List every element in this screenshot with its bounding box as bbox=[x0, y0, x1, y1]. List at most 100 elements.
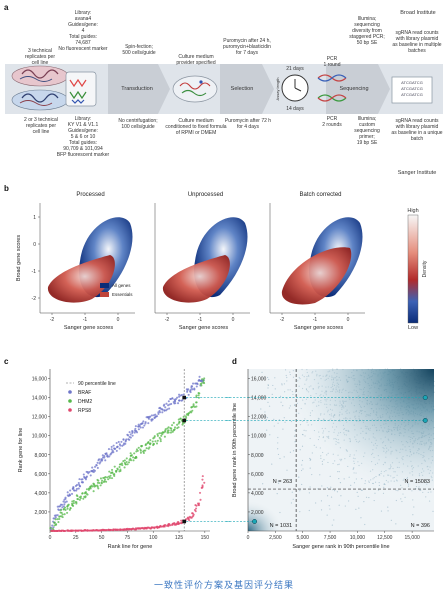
d-y-tick-label: 10,000 bbox=[251, 434, 267, 440]
legend-essentials-label: Essentials bbox=[112, 292, 133, 297]
c-x-axis-label: Rank line for gene bbox=[108, 544, 153, 550]
c-point-dhm2 bbox=[190, 411, 193, 414]
density-colorbar bbox=[407, 214, 419, 324]
c-point-dhm2 bbox=[61, 516, 64, 519]
c-point-dhm2 bbox=[176, 423, 179, 426]
c-point-braf bbox=[164, 406, 167, 409]
c-point-braf bbox=[133, 431, 136, 434]
x-tick-label: -2 bbox=[50, 317, 55, 323]
d-x-tick-label: 10,000 bbox=[350, 535, 366, 541]
c-point-braf bbox=[94, 465, 97, 468]
c-point-dhm2 bbox=[185, 416, 188, 419]
c-point-rps8 bbox=[80, 529, 83, 532]
selection-label: Selection bbox=[230, 86, 254, 92]
c-point-dhm2 bbox=[123, 466, 126, 469]
c-point-dhm2 bbox=[64, 508, 67, 511]
c-point-rps8 bbox=[195, 507, 198, 510]
c-point-dhm2 bbox=[139, 451, 142, 454]
c-point-dhm2 bbox=[161, 433, 164, 436]
c-point-dhm2 bbox=[158, 432, 161, 435]
d-y-tick-label: 14,000 bbox=[251, 396, 267, 402]
c-point-braf bbox=[129, 436, 132, 439]
d-x-tick-label: 12,500 bbox=[377, 535, 393, 541]
c-legend-dhm2-swatch bbox=[68, 399, 72, 403]
c-point-braf bbox=[128, 431, 131, 434]
c-point-dhm2 bbox=[82, 497, 85, 500]
c-point-dhm2 bbox=[171, 430, 174, 433]
c-point-braf bbox=[192, 382, 195, 385]
broad-output-text: sgRNA read counts with library plasmid as … bbox=[392, 30, 442, 54]
density-panel-2: Unprocessed -2 -1 0 Sanger gene scores bbox=[154, 192, 250, 331]
c-point-dhm2 bbox=[184, 415, 187, 418]
d-count-top-right: N = 15083 bbox=[404, 479, 430, 485]
c-point-rps8 bbox=[198, 502, 201, 505]
c-point-braf bbox=[177, 402, 180, 405]
c-point-braf bbox=[147, 422, 150, 425]
c-point-braf bbox=[93, 469, 97, 472]
density-panel-3: Batch corrected -2 -1 0 Sanger gene scores bbox=[269, 192, 365, 331]
c-point-dhm2 bbox=[57, 521, 60, 524]
c-point-rps8 bbox=[153, 526, 156, 529]
d-x-tick-label: 5,000 bbox=[296, 535, 309, 541]
c-point-dhm2 bbox=[160, 434, 163, 437]
c-x-tick-label: 75 bbox=[125, 535, 131, 541]
y-axis-label: Broad gene scores bbox=[16, 235, 22, 281]
c-point-dhm2 bbox=[167, 426, 170, 429]
c-point-dhm2 bbox=[120, 462, 124, 465]
sanger-institute-label: Sanger Institute bbox=[397, 170, 437, 176]
essentials-density bbox=[47, 255, 115, 303]
c-point-rps8 bbox=[105, 528, 108, 532]
c-point-dhm2 bbox=[163, 435, 166, 438]
c-point-rps8 bbox=[197, 504, 201, 507]
c-point-braf bbox=[191, 388, 194, 391]
d-y-axis-label: Broad gene rank in 90th percentile line bbox=[232, 403, 238, 497]
c-legend-label: RPS8 bbox=[78, 408, 91, 414]
c-point-dhm2 bbox=[178, 420, 181, 423]
y-tick-label: 1 bbox=[33, 215, 36, 221]
d-y-tick-label: 12,000 bbox=[251, 415, 267, 421]
c-point-braf bbox=[122, 443, 125, 446]
c-point-braf bbox=[99, 461, 102, 464]
c-point-braf bbox=[65, 500, 68, 503]
sanger-illumina-text: Illumina; custom sequencing primer; 19 bp S… bbox=[354, 116, 380, 146]
c-point-dhm2 bbox=[108, 470, 111, 473]
c-point-dhm2 bbox=[167, 429, 170, 432]
c-point-dhm2 bbox=[91, 485, 94, 488]
c-point-dhm2 bbox=[195, 405, 198, 408]
essentials-density bbox=[281, 247, 352, 305]
y-tick-label: 0 bbox=[33, 242, 36, 248]
c-point-dhm2 bbox=[75, 501, 78, 504]
c-point-dhm2 bbox=[113, 473, 116, 476]
c-point-rps8 bbox=[189, 516, 192, 519]
c-point-braf bbox=[166, 408, 169, 411]
d-y-tick-label: 6,000 bbox=[251, 472, 264, 478]
c-point-braf bbox=[81, 481, 84, 484]
c-point-braf bbox=[129, 433, 132, 436]
c-point-dhm2 bbox=[113, 465, 116, 468]
c-point-braf bbox=[91, 466, 94, 469]
c-point-rps8 bbox=[199, 498, 202, 501]
culture-dish-icon bbox=[172, 75, 218, 103]
c-point-rps8 bbox=[133, 528, 136, 531]
c-point-dhm2 bbox=[172, 421, 175, 424]
c-point-braf bbox=[69, 489, 72, 492]
c-point-braf bbox=[198, 375, 201, 378]
c-point-dhm2 bbox=[66, 507, 69, 510]
c-point-braf bbox=[163, 403, 166, 406]
d-x-tick-label: 0 bbox=[247, 535, 250, 541]
c-point-braf bbox=[154, 413, 157, 416]
c-point-rps8 bbox=[88, 529, 91, 532]
c-point-braf bbox=[75, 487, 79, 490]
c-y-tick-label: 14,000 bbox=[32, 396, 48, 402]
c-point-dhm2 bbox=[151, 440, 154, 443]
c-point-dhm2 bbox=[116, 467, 119, 470]
sanger-medium-text: Culture medium conditioned to fixed formu… bbox=[165, 118, 227, 136]
c-point-braf bbox=[163, 409, 166, 412]
c-point-rps8 bbox=[188, 519, 191, 522]
c-point-braf bbox=[118, 447, 121, 450]
c-point-dhm2 bbox=[140, 445, 143, 448]
c-point-dhm2 bbox=[155, 442, 159, 445]
c-point-dhm2 bbox=[96, 485, 99, 488]
c-point-braf bbox=[95, 463, 98, 467]
c-point-braf bbox=[178, 399, 181, 402]
